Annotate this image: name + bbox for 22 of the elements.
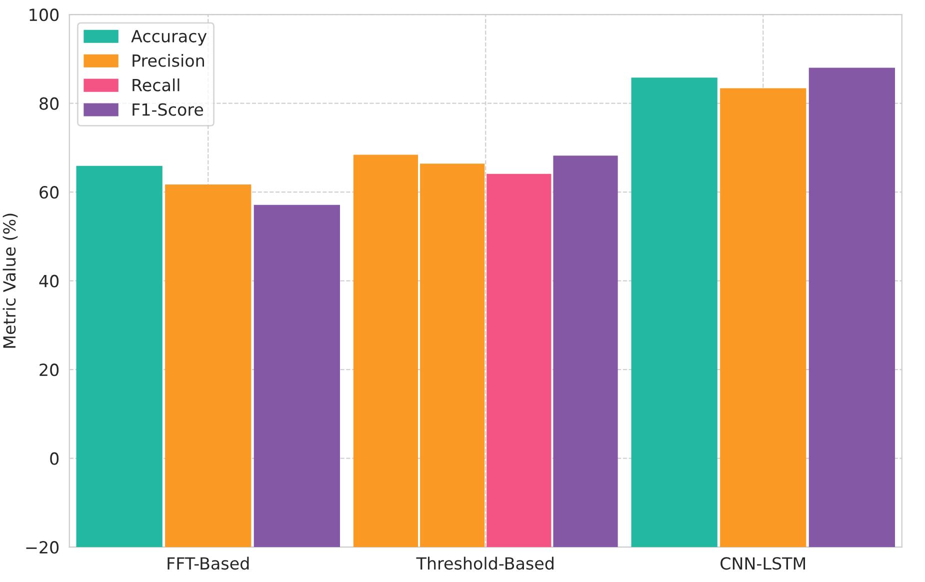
legend-label: Precision — [132, 54, 204, 67]
legend-label: Recall — [132, 78, 180, 92]
y-tick-label: 80 — [40, 97, 59, 110]
y-tick-label: 40 — [39, 274, 59, 288]
y-tick-label: 0 — [50, 452, 59, 465]
y-tick-label: 60 — [40, 186, 59, 199]
bar — [486, 174, 552, 548]
y-tick-label: 100 — [30, 8, 59, 22]
x-tick-label: Threshold-Based — [416, 556, 554, 570]
x-tick-label: FFT-Based — [168, 556, 249, 570]
x-tick-label: CNN-LSTM — [720, 557, 805, 570]
bar — [808, 68, 895, 548]
bar — [720, 88, 806, 548]
y-axis-title: Metric Value (%) — [2, 214, 18, 348]
y-tick-label: 20 — [40, 364, 59, 376]
legend-label: F1-Score — [132, 103, 204, 116]
bar — [165, 184, 252, 548]
legend-label: Accuracy — [131, 30, 207, 46]
bar — [631, 78, 718, 548]
bar — [254, 204, 340, 548]
y-tick-label: −20 — [26, 541, 59, 554]
bar — [76, 166, 162, 548]
